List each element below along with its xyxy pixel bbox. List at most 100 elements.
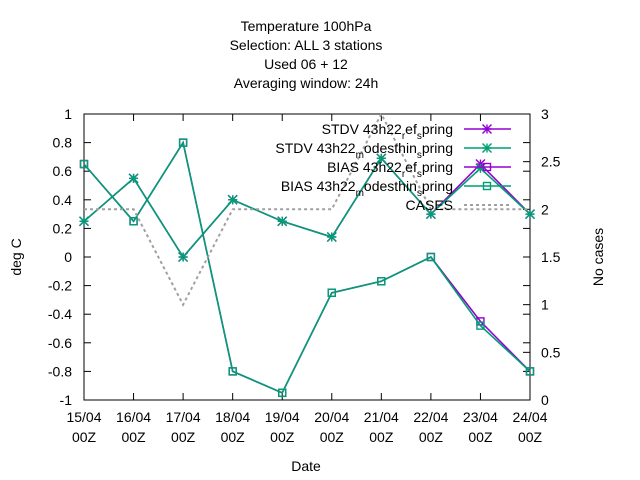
x-tick-label-time: 00Z xyxy=(171,429,196,445)
legend-label-part: pring xyxy=(422,140,453,156)
legend-label: STDV 43h22refspring xyxy=(322,121,453,142)
point-star xyxy=(376,153,387,164)
legend-label-part: BIAS 43h22 xyxy=(327,159,402,175)
legend-label-part: s xyxy=(417,169,422,180)
legend-label-part: STDV 43h22 xyxy=(275,140,355,156)
point-square xyxy=(278,388,287,398)
x-tick-label-time: 00Z xyxy=(419,429,444,445)
y2-tick-label: 3 xyxy=(541,106,549,122)
y-tick-label: 0.4 xyxy=(53,192,73,208)
legend-label-part: odesthin xyxy=(364,140,417,156)
point-star xyxy=(326,231,337,242)
legend-label-part: pring xyxy=(422,159,453,175)
legend-label-part: s xyxy=(417,150,422,161)
point-star xyxy=(178,252,189,262)
y2-tick-label: 2 xyxy=(541,201,549,217)
x-tick-label-date: 22/04 xyxy=(413,409,448,425)
point-square xyxy=(426,252,436,262)
legend-label-part: STDV 43h22 xyxy=(322,121,402,137)
series-line xyxy=(84,111,530,307)
legend-label-part: CASES xyxy=(406,197,453,213)
point-star xyxy=(482,143,492,153)
plot-frame xyxy=(83,113,531,401)
y2-tick-label: 0.5 xyxy=(541,344,561,360)
point-star xyxy=(525,209,535,220)
legend-label-part: m xyxy=(356,188,364,199)
chart-title: Temperature 100hPa Selection: ALL 3 stati… xyxy=(230,18,383,91)
x-tick-label-time: 00Z xyxy=(369,429,394,445)
legend-label-part: s xyxy=(417,188,422,199)
legend-label-part: pring xyxy=(422,178,453,194)
legend-label-part: odesthin xyxy=(364,178,417,194)
y-tick-label: -0.2 xyxy=(48,278,72,294)
point-square xyxy=(129,217,138,226)
y-tick-label: -0.8 xyxy=(48,363,72,379)
point-star xyxy=(128,173,139,184)
title-line: Used 06 + 12 xyxy=(264,56,348,72)
x-tick-label-date: 16/04 xyxy=(116,409,151,425)
legend-label-part: s xyxy=(417,131,422,142)
title-line: Averaging window: 24h xyxy=(234,75,379,91)
point-square xyxy=(228,367,237,376)
y-axis-ticks: -1 -0.8 -0.6 -0.4 -0.2 0 0.2 0.4 0.6 0.8 1 xyxy=(48,106,530,408)
x-tick-label-date: 19/04 xyxy=(265,409,300,425)
x-tick-label-time: 00Z xyxy=(270,429,295,445)
y-axis-label: deg C xyxy=(8,238,24,275)
point-square xyxy=(525,367,535,376)
legend-label-part: r xyxy=(402,169,406,180)
series-0 xyxy=(79,153,535,262)
point-square xyxy=(327,288,336,297)
x-tick-label-time: 00Z xyxy=(72,429,97,445)
y-tick-label: -1 xyxy=(60,392,73,408)
y-tick-label: 0.8 xyxy=(53,135,73,151)
series-4 xyxy=(84,111,530,307)
legend-label-part: m xyxy=(356,150,364,161)
x-tick-label-time: 00Z xyxy=(221,429,246,445)
legend-label: BIAS 43h22refspring xyxy=(327,159,453,180)
y-tick-label: -0.4 xyxy=(48,306,72,322)
y2-axis-ticks: 0 0.5 1 1.5 2 2.5 3 xyxy=(523,106,561,408)
series-1 xyxy=(79,153,535,262)
point-square xyxy=(178,138,188,147)
x-axis-ticks: 15/04 00Z 16/04 00Z 17/04 00Z 18/04 00Z 19/04 00Z… xyxy=(66,114,548,445)
legend-label: CASES xyxy=(406,197,453,213)
point-star xyxy=(227,194,238,205)
title-line: Temperature 100hPa xyxy=(241,18,372,34)
x-tick-label-date: 20/04 xyxy=(314,409,349,425)
legend-label-part: ef xyxy=(405,159,417,175)
y2-tick-label: 1.5 xyxy=(541,249,561,265)
legend-label: BIAS 43h22modesthinspring xyxy=(281,178,453,199)
point-square xyxy=(482,181,492,191)
y-tick-label: 1 xyxy=(64,106,72,122)
series-line xyxy=(83,140,531,394)
x-tick-label-date: 23/04 xyxy=(463,409,498,425)
y-tick-label: 0 xyxy=(64,249,72,265)
title-line: Selection: ALL 3 stations xyxy=(230,37,383,53)
point-square xyxy=(79,159,89,169)
x-tick-label-time: 00Z xyxy=(320,429,345,445)
y2-tick-label: 2.5 xyxy=(541,154,561,170)
y2-axis-label: No cases xyxy=(590,228,606,286)
y-tick-label: 0.6 xyxy=(53,163,73,179)
point-star xyxy=(425,209,436,220)
x-tick-label-time: 00Z xyxy=(518,429,543,445)
point-star xyxy=(482,124,492,134)
legend-label-part: r xyxy=(402,131,406,142)
point-square xyxy=(377,277,386,286)
plot-border xyxy=(83,113,531,401)
x-tick-label-date: 17/04 xyxy=(166,409,201,425)
series-3 xyxy=(79,138,535,398)
legend-label-part: pring xyxy=(422,121,453,137)
point-square xyxy=(476,321,485,330)
x-tick-label-date: 21/04 xyxy=(364,409,399,425)
x-tick-label-date: 24/04 xyxy=(512,409,547,425)
y2-tick-label: 1 xyxy=(541,297,549,313)
y-tick-label: -0.6 xyxy=(48,335,72,351)
point-square xyxy=(482,162,492,172)
x-axis-label: Date xyxy=(291,458,321,474)
x-tick-label-date: 18/04 xyxy=(215,409,250,425)
legend-label: STDV 43h22modesthinspring xyxy=(275,140,453,161)
legend-label-part: ef xyxy=(405,121,417,137)
point-star xyxy=(277,216,288,227)
